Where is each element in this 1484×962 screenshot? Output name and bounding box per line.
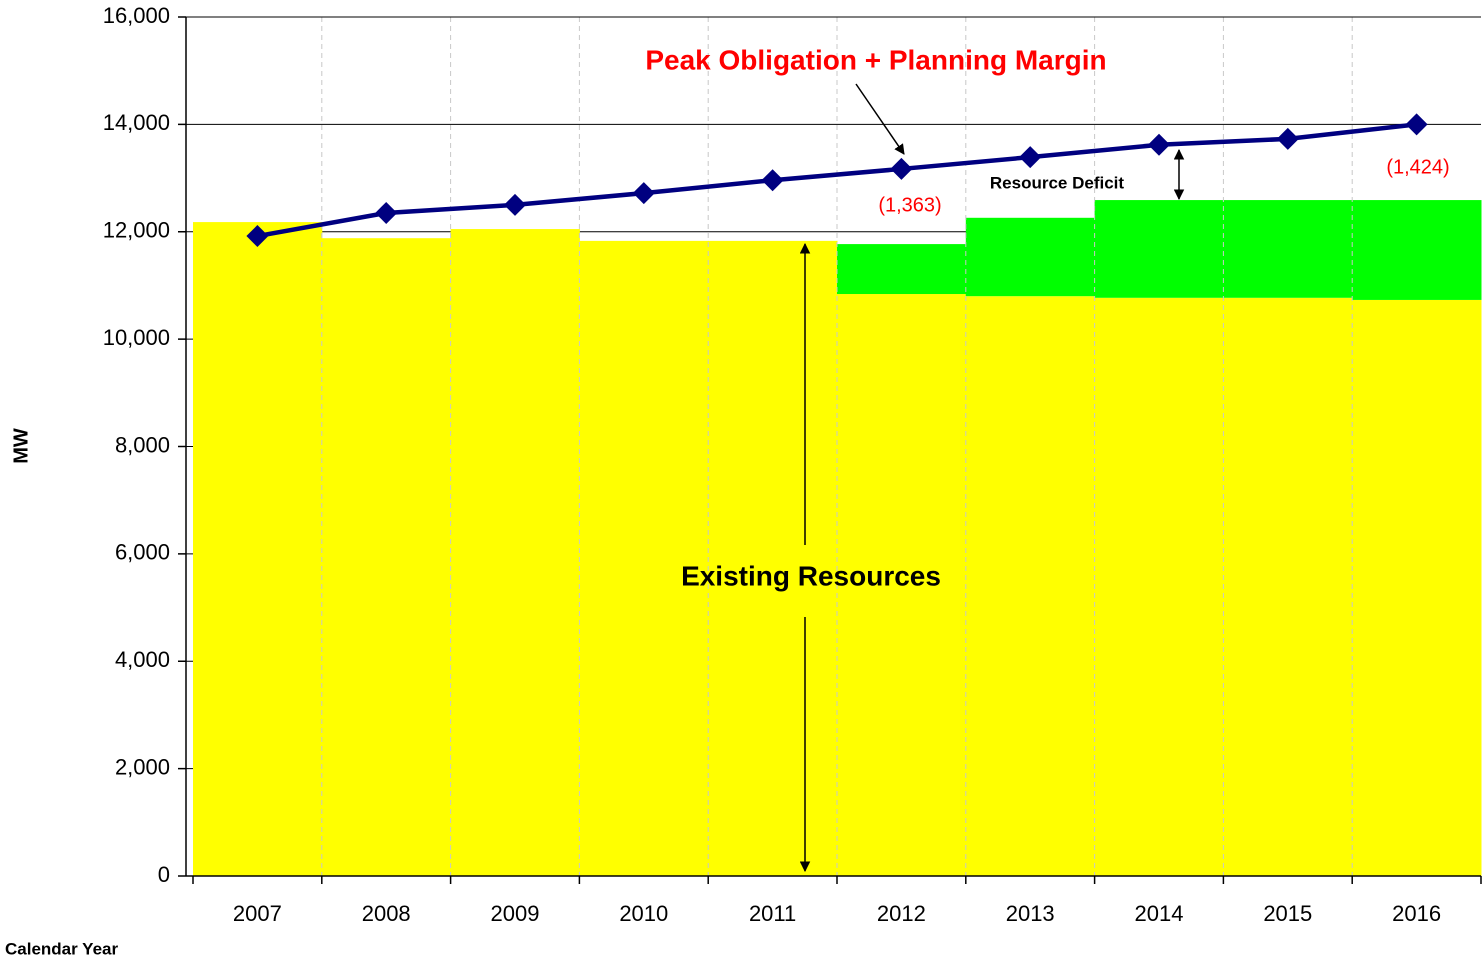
bar xyxy=(321,238,452,876)
bar xyxy=(1094,297,1224,876)
y-tick-label: 0 xyxy=(158,862,170,887)
bar xyxy=(579,240,709,876)
marker xyxy=(504,193,526,216)
x-tick-label: 2009 xyxy=(491,901,540,926)
marker xyxy=(1019,146,1042,169)
bar xyxy=(965,296,1096,876)
x-axis-label: Calendar Year xyxy=(5,939,118,958)
annotation: Peak Obligation + Planning Margin xyxy=(645,44,1106,75)
bar xyxy=(965,217,1096,297)
marker xyxy=(632,182,655,205)
bar xyxy=(1223,200,1353,298)
marker xyxy=(1276,127,1299,150)
x-tick-label: 2013 xyxy=(1006,901,1055,926)
x-tick-label: 2016 xyxy=(1392,901,1441,926)
bar xyxy=(450,229,580,877)
y-tick-label: 12,000 xyxy=(103,218,170,243)
x-tick-label: 2011 xyxy=(749,901,796,926)
y-tick-label: 6,000 xyxy=(115,540,170,565)
bar xyxy=(193,222,323,876)
annotation: Existing Resources xyxy=(681,560,941,591)
annotation: (1,424) xyxy=(1386,156,1449,178)
x-tick-label: 2015 xyxy=(1263,901,1312,926)
bar xyxy=(1352,200,1482,300)
bars xyxy=(193,17,1482,877)
y-tick-label: 4,000 xyxy=(115,647,170,672)
marker xyxy=(761,169,784,192)
marker xyxy=(246,225,269,248)
x-tick-label: 2007 xyxy=(233,901,282,926)
overlay xyxy=(246,83,1428,873)
annotation: (1,363) xyxy=(878,194,941,216)
bar xyxy=(1223,297,1353,876)
y-axis-label: MW xyxy=(10,428,32,464)
bar xyxy=(837,294,967,877)
x-tick-label: 2008 xyxy=(362,901,411,926)
bar xyxy=(1352,299,1482,877)
y-tick-label: 10,000 xyxy=(103,325,170,350)
bar xyxy=(1094,200,1224,298)
line xyxy=(257,122,1417,239)
marker xyxy=(1148,133,1170,156)
y-tick-label: 8,000 xyxy=(115,432,170,457)
y-tick-label: 14,000 xyxy=(103,110,170,135)
bar xyxy=(708,240,838,876)
x-tick-label: 2012 xyxy=(877,901,926,926)
annotation: Resource Deficit xyxy=(990,173,1124,192)
annotation-arrow xyxy=(855,83,905,155)
y-tick-label: 16,000 xyxy=(103,3,170,28)
bar xyxy=(837,244,967,295)
x-tick-label: 2014 xyxy=(1135,901,1184,926)
marker xyxy=(890,157,913,180)
x-tick-label: 2010 xyxy=(619,901,668,926)
marker xyxy=(375,201,398,224)
marker xyxy=(1405,113,1428,136)
y-tick-label: 2,000 xyxy=(115,754,170,779)
